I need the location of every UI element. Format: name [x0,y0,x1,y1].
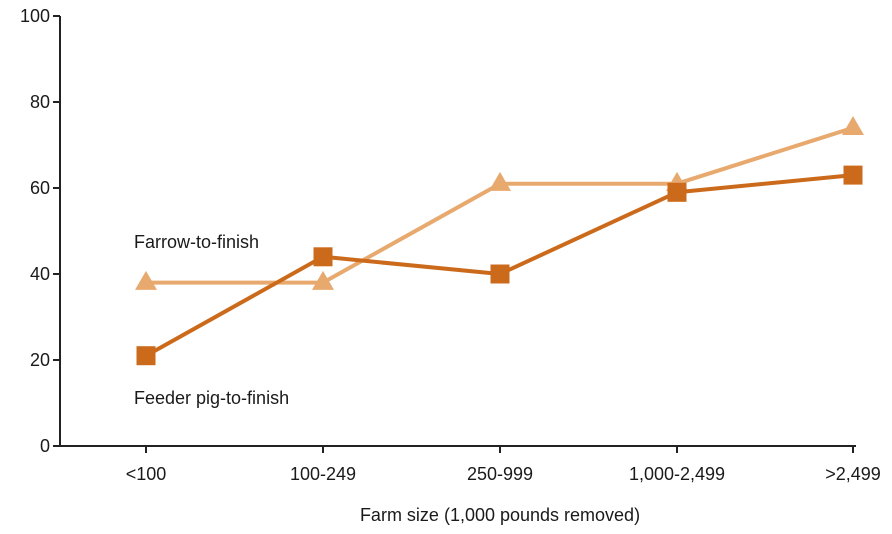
series-layer [135,116,864,366]
series-label-farrow-to-finish: Farrow-to-finish [134,232,259,252]
data-point-farrow-to-finish [312,270,334,290]
data-point-feeder-pig-to-finish [313,247,333,267]
series-line-farrow-to-finish [146,125,854,285]
data-point-farrow-to-finish [135,270,157,290]
data-point-farrow-to-finish [842,116,864,136]
x-tick-label: 250-999 [467,464,533,484]
series-label-feeder-pig-to-finish: Feeder pig-to-finish [134,388,289,408]
y-tick-label: 100 [20,6,50,26]
axes: 0 20 40 60 80 100 <100 100-249 250-999 1,000-2,49… [20,6,881,484]
data-point-feeder-pig-to-finish [667,182,687,202]
x-tick-label: 100-249 [290,464,356,484]
x-axis-title: Farm size (1,000 pounds removed) [360,505,640,525]
x-tick-label: 1,000-2,499 [629,464,725,484]
data-point-farrow-to-finish [489,171,511,191]
y-tick-label: 40 [30,264,50,284]
y-tick-label: 80 [30,92,50,112]
x-tick-label: >2,499 [825,464,881,484]
y-tick-label: 20 [30,350,50,370]
data-point-feeder-pig-to-finish [490,264,510,284]
x-tick-label: <100 [126,464,167,484]
data-point-feeder-pig-to-finish [136,346,156,366]
y-tick-label: 0 [40,436,50,456]
data-point-feeder-pig-to-finish [843,165,863,185]
y-tick-label: 60 [30,178,50,198]
